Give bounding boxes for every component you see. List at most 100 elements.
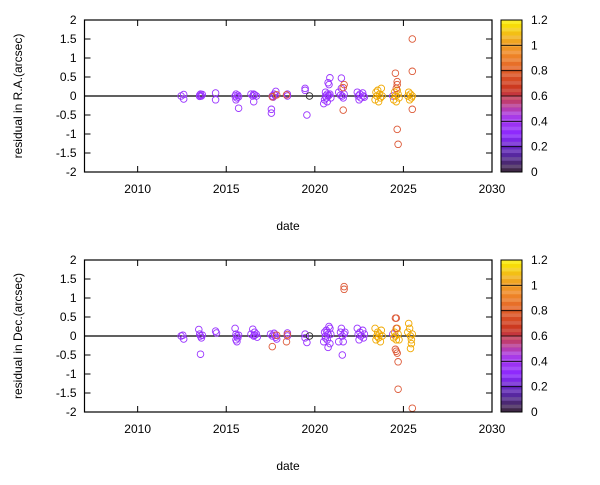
colorbar-band — [501, 77, 522, 82]
data-point — [357, 332, 365, 340]
data-point — [374, 334, 383, 342]
colorbar-band — [501, 118, 522, 123]
data-point — [324, 78, 332, 87]
data-point — [272, 335, 281, 343]
data-point — [301, 334, 309, 342]
data-point — [249, 90, 258, 98]
colorbar-band — [501, 389, 522, 394]
x-tick-label: 2025 — [390, 182, 417, 196]
data-point — [393, 80, 401, 89]
data-point — [232, 96, 240, 104]
x-tick-label: 2015 — [213, 182, 240, 196]
data-point — [326, 324, 334, 333]
data-point — [301, 330, 309, 338]
colorbar-tick-label: 0.8 — [531, 304, 548, 318]
colorbar-band — [501, 126, 522, 131]
y-tick-label: 1 — [70, 291, 77, 305]
data-point — [305, 332, 314, 340]
data-point — [392, 324, 401, 333]
data-point — [303, 338, 311, 347]
data-point — [394, 90, 402, 98]
x-tick-label: 2010 — [124, 422, 151, 436]
colorbar-band — [501, 96, 522, 101]
data-point — [325, 91, 333, 99]
colorbar-band — [501, 27, 522, 32]
data-point — [393, 349, 401, 357]
data-point — [282, 337, 291, 346]
data-point — [234, 334, 242, 342]
data-point — [390, 328, 399, 336]
data-point — [340, 282, 348, 291]
data-point — [211, 96, 220, 104]
colorbar-band — [501, 271, 522, 276]
colorbar-band — [501, 385, 522, 390]
data-point — [360, 93, 369, 101]
colorbar-band — [501, 400, 522, 405]
colorbar-band — [501, 92, 522, 97]
colorbar-band — [501, 260, 522, 265]
data-point — [359, 92, 368, 100]
colorbar-band — [501, 164, 522, 169]
data-point — [337, 74, 346, 82]
data-point — [179, 331, 187, 339]
data-point — [326, 74, 334, 82]
colorbar-band — [501, 404, 522, 409]
data-point — [327, 330, 335, 338]
data-point — [272, 91, 281, 99]
data-point — [378, 332, 386, 340]
data-point — [376, 337, 385, 346]
x-tick-label: 2020 — [301, 182, 328, 196]
y-tick-label: -2 — [66, 165, 77, 179]
y-tick-label: 0 — [70, 329, 77, 343]
colorbar-band — [501, 362, 522, 367]
y-tick-label: 2 — [70, 253, 77, 267]
data-point — [371, 96, 379, 104]
colorbar-band — [501, 145, 522, 150]
x-tick-label: 2010 — [124, 182, 151, 196]
data-point — [378, 92, 386, 100]
data-point — [267, 105, 276, 114]
data-point — [179, 335, 188, 343]
colorbar-band — [501, 396, 522, 401]
data-point — [392, 84, 401, 93]
y-tick-label: -1 — [66, 127, 77, 141]
data-point — [232, 90, 240, 98]
data-point — [394, 140, 402, 149]
data-point — [253, 333, 261, 341]
colorbar-band — [501, 347, 522, 352]
data-point — [323, 336, 331, 344]
colorbar-band — [501, 73, 522, 78]
colorbar-band — [501, 54, 522, 59]
y-tick-label: 0.5 — [60, 70, 77, 84]
data-point — [338, 351, 347, 359]
colorbar-band — [501, 305, 522, 310]
data-point — [376, 94, 385, 102]
data-point — [321, 334, 330, 342]
data-point — [211, 89, 220, 97]
x-tick-label: 2030 — [479, 182, 506, 196]
data-point — [394, 385, 402, 393]
data-point — [392, 97, 401, 106]
data-point — [339, 94, 347, 102]
data-point — [250, 331, 259, 339]
data-point — [341, 328, 349, 336]
colorbar-band — [501, 279, 522, 284]
data-point — [394, 330, 402, 338]
data-point — [212, 329, 221, 337]
data-point — [406, 332, 415, 340]
colorbar-band — [501, 156, 522, 161]
data-point — [179, 90, 188, 99]
colorbar-band — [501, 290, 522, 295]
data-point — [394, 358, 402, 366]
colorbar-band — [501, 408, 522, 413]
colorbar-band — [501, 355, 522, 360]
data-point — [340, 80, 348, 89]
data-point — [324, 343, 332, 352]
colorbar-band — [501, 50, 522, 55]
colorbar-tick-label: 0.4 — [531, 354, 548, 368]
ra-ylabel: residual in R.A.(arcsec) — [11, 34, 25, 159]
data-point — [268, 93, 277, 101]
colorbar-frame — [500, 19, 523, 173]
data-point — [339, 337, 347, 346]
colorbar-band — [501, 332, 522, 337]
